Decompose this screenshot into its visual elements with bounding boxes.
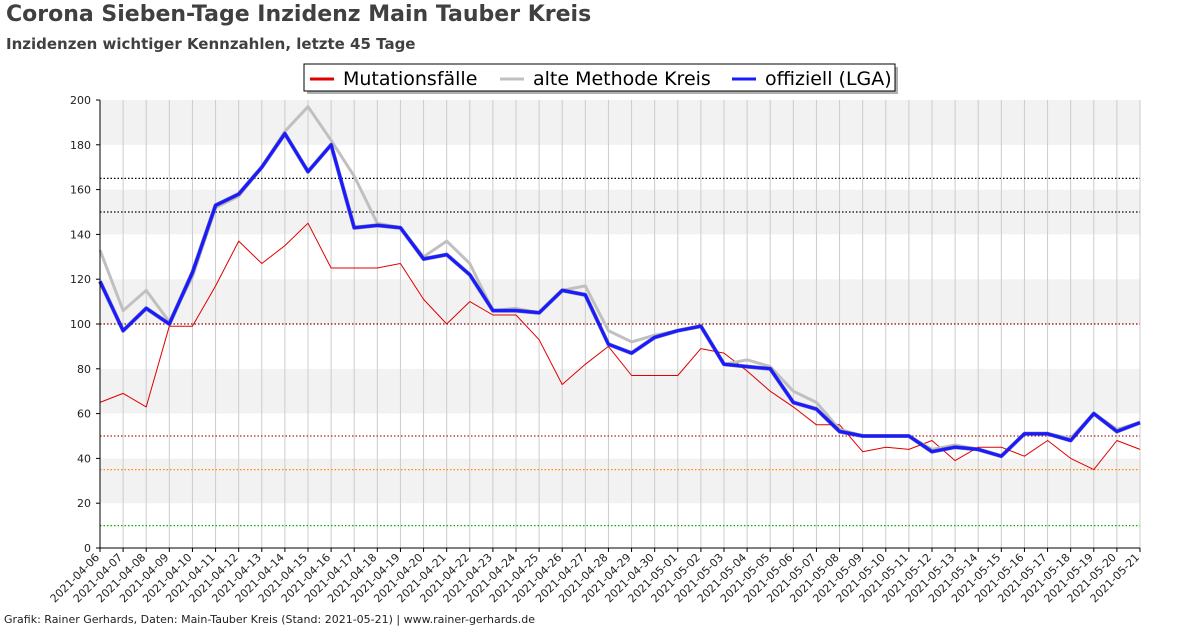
legend: Mutationsfälle alte Methode Kreis offiziel… (303, 63, 898, 94)
footer-credit: Grafik: Rainer Gerhards, Daten: Main-Tau… (4, 613, 536, 626)
chart-title: Corona Sieben-Tage Inzidenz Main Tauber … (6, 2, 592, 27)
band (100, 189, 1140, 235)
band (100, 100, 1140, 145)
series-line (99, 222, 1141, 471)
y-tick-label: 140 (70, 228, 91, 241)
band (100, 503, 1140, 548)
band (100, 144, 1140, 190)
band (100, 413, 1140, 459)
band (100, 324, 1140, 369)
y-tick-label: 0 (84, 542, 91, 555)
y-tick-label: 40 (77, 452, 91, 465)
y-tick-label: 200 (70, 94, 91, 107)
legend-box (303, 63, 896, 92)
legend-label: alte Methode Kreis (533, 68, 711, 90)
band (100, 458, 1140, 504)
y-tick-label: 80 (77, 363, 91, 376)
band (100, 368, 1140, 414)
band (100, 234, 1140, 280)
chart-subtitle: Inzidenzen wichtiger Kennzahlen, letzte … (6, 35, 416, 53)
background-bands (100, 100, 1140, 548)
series-line (98, 132, 1141, 458)
y-tick-label: 120 (70, 273, 91, 286)
band (100, 279, 1140, 324)
legend-label: offiziell (LGA) (765, 68, 892, 90)
x-tick-labels: 2021-04-062021-04-072021-04-082021-04-09… (48, 548, 1142, 605)
y-tick-labels: 0 20 40 60 80 100 120 140 160 180 200 (70, 94, 100, 555)
y-tick-label: 180 (70, 139, 91, 152)
y-tick-label: 100 (70, 318, 91, 331)
y-tick-label: 160 (70, 184, 91, 197)
y-tick-label: 20 (77, 497, 91, 510)
y-tick-label: 60 (77, 408, 91, 421)
series-lines (98, 105, 1141, 471)
legend-label: Mutationsfälle (343, 68, 477, 90)
